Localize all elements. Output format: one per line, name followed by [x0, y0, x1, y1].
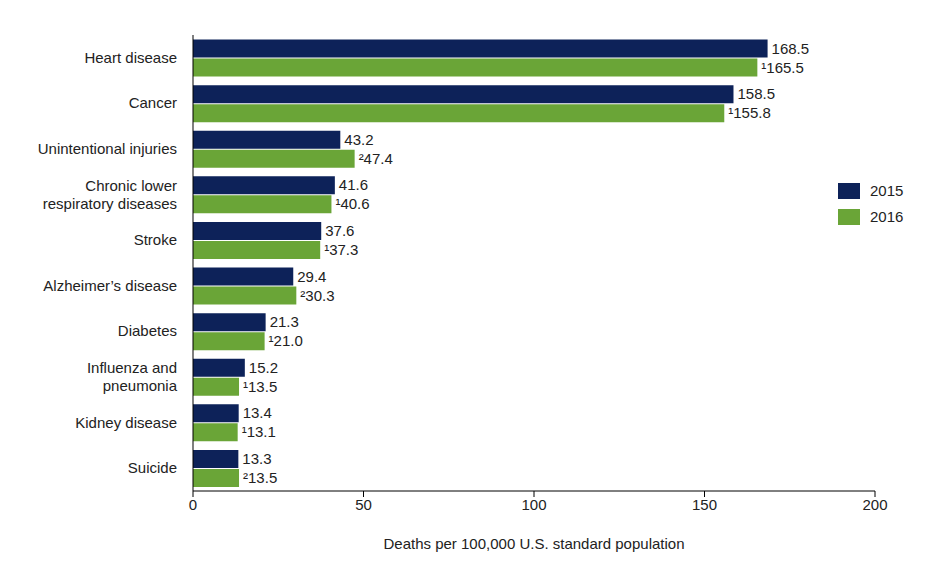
- svg-text:¹13.5: ¹13.5: [243, 378, 277, 395]
- svg-text:150: 150: [692, 496, 717, 513]
- svg-text:43.2: 43.2: [344, 131, 373, 148]
- svg-text:13.4: 13.4: [243, 404, 272, 421]
- svg-text:²30.3: ²30.3: [300, 287, 334, 304]
- svg-text:¹13.1: ¹13.1: [242, 423, 276, 440]
- svg-text:0: 0: [189, 496, 197, 513]
- svg-text:168.5: 168.5: [772, 40, 810, 57]
- svg-text:100: 100: [521, 496, 546, 513]
- svg-text:Diabetes: Diabetes: [118, 322, 177, 339]
- svg-text:Alzheimer’s disease: Alzheimer’s disease: [43, 277, 177, 294]
- svg-text:41.6: 41.6: [339, 176, 368, 193]
- html-text:2016: 2016: [870, 208, 904, 225]
- svg-text:13.3: 13.3: [242, 450, 271, 467]
- svg-text:²13.5: ²13.5: [243, 469, 277, 486]
- svg-text:¹155.8: ¹155.8: [728, 104, 771, 121]
- html-text:2015: 2015: [870, 182, 904, 199]
- svg-text:²47.4: ²47.4: [359, 150, 393, 167]
- svg-text:200: 200: [862, 496, 887, 513]
- svg-text:Chronic lowerrespiratory disea: Chronic lowerrespiratory diseases: [43, 177, 177, 212]
- svg-text:Deaths per 100,000 U.S. standa: Deaths per 100,000 U.S. standard populat…: [383, 535, 684, 552]
- svg-text:50: 50: [355, 496, 372, 513]
- svg-text:Unintentional injuries: Unintentional injuries: [38, 140, 177, 157]
- svg-text:Suicide: Suicide: [128, 459, 177, 476]
- svg-text:Stroke: Stroke: [134, 231, 177, 248]
- svg-text:Influenza andpneumonia: Influenza andpneumonia: [87, 359, 178, 394]
- svg-text:¹37.3: ¹37.3: [324, 241, 358, 258]
- svg-text:15.2: 15.2: [249, 359, 278, 376]
- svg-text:¹165.5: ¹165.5: [761, 59, 804, 76]
- svg-text:37.6: 37.6: [325, 222, 354, 239]
- svg-text:29.4: 29.4: [297, 268, 326, 285]
- svg-text:Kidney disease: Kidney disease: [75, 414, 177, 431]
- svg-text:¹40.6: ¹40.6: [335, 195, 369, 212]
- svg-text:Heart disease: Heart disease: [84, 49, 177, 66]
- svg-text:Cancer: Cancer: [129, 94, 177, 111]
- svg-text:¹21.0: ¹21.0: [269, 332, 303, 349]
- svg-text:21.3: 21.3: [270, 313, 299, 330]
- svg-text:158.5: 158.5: [737, 85, 775, 102]
